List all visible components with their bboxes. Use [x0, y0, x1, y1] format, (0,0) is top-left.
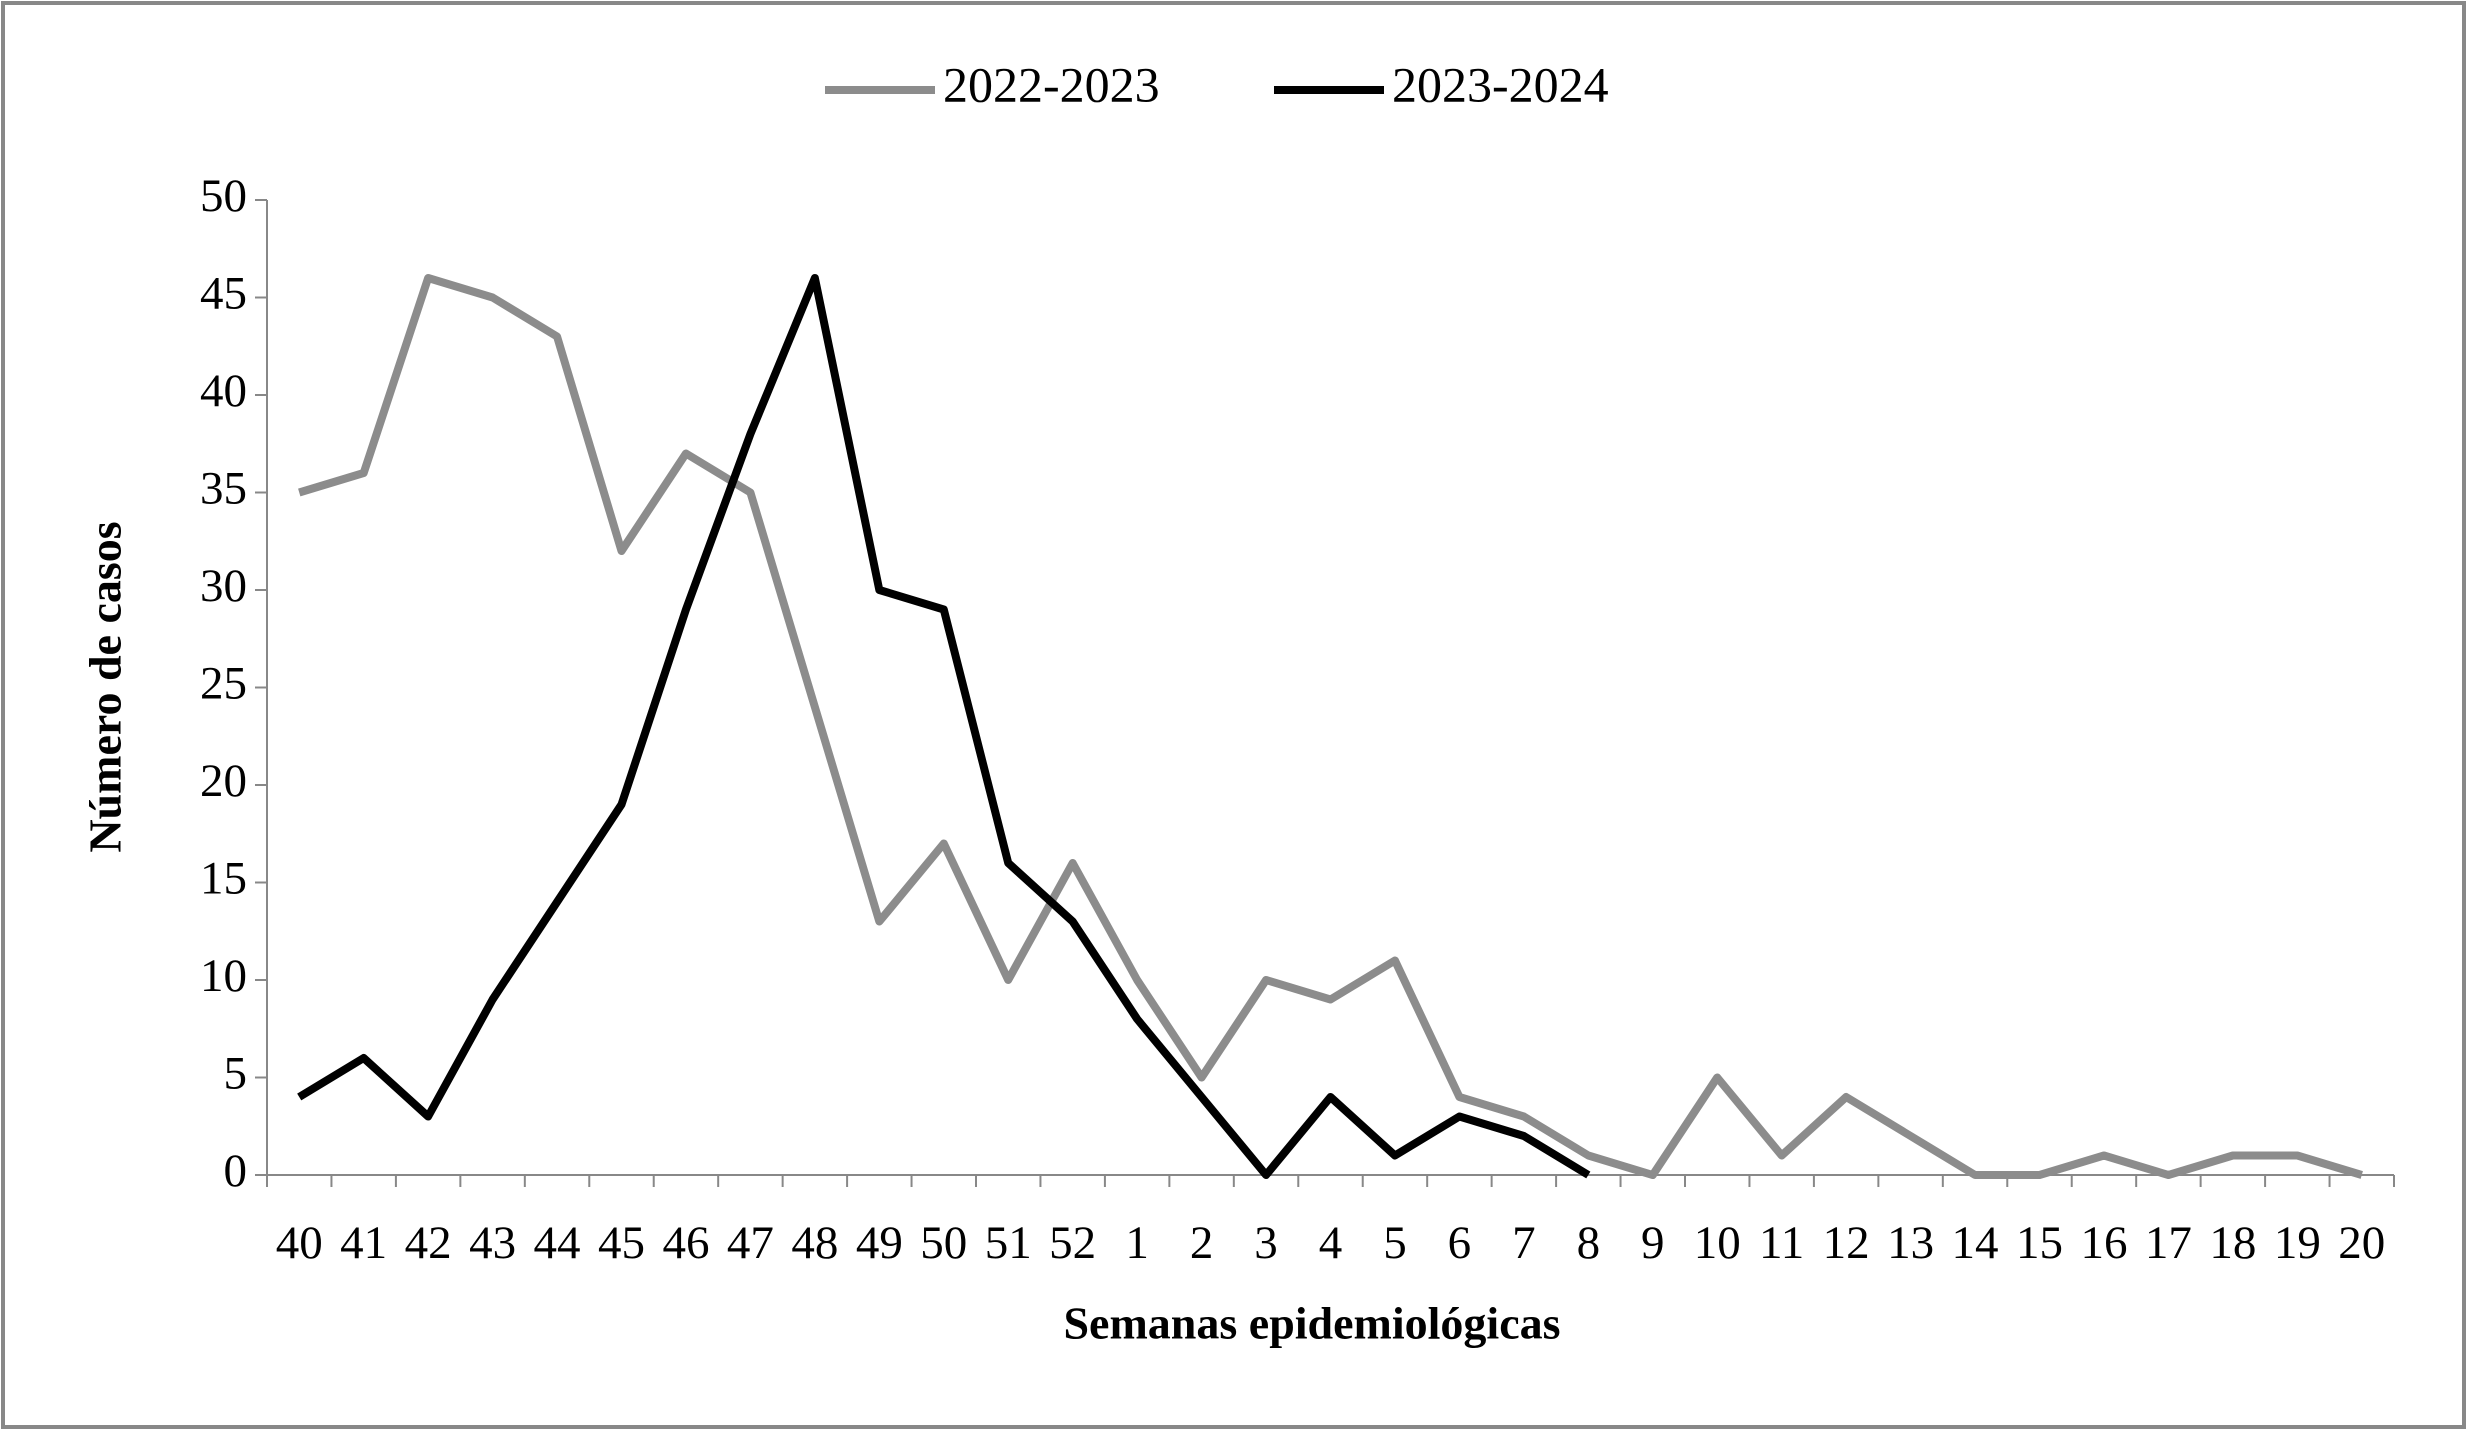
- x-tick-label: 14: [1952, 1217, 1999, 1269]
- x-tick-label: 41: [340, 1217, 387, 1269]
- y-tick-label: 45: [200, 267, 247, 319]
- x-tick-label: 4: [1319, 1217, 1343, 1269]
- x-tick-label: 1: [1125, 1217, 1149, 1269]
- x-tick-label: 8: [1577, 1217, 1601, 1269]
- x-tick-label: 49: [856, 1217, 903, 1269]
- x-axis-title: Semanas epidemiológicas: [1063, 1298, 1560, 1349]
- x-tick-label: 5: [1383, 1217, 1407, 1269]
- x-tick-label: 15: [2016, 1217, 2063, 1269]
- y-tick-label: 20: [200, 755, 247, 807]
- y-tick-label: 0: [224, 1145, 248, 1197]
- x-tick-label: 48: [791, 1217, 838, 1269]
- x-tick-label: 11: [1759, 1217, 1804, 1269]
- legend-label: 2023-2024: [1392, 56, 1609, 112]
- x-tick-label: 46: [662, 1217, 709, 1269]
- x-tick-label: 19: [2274, 1217, 2321, 1269]
- series-line: [298, 274, 2363, 1179]
- x-tick-label: 17: [2145, 1217, 2192, 1269]
- y-tick-label: 25: [200, 657, 247, 709]
- x-tick-label: 44: [534, 1217, 581, 1269]
- x-tick-label: 2: [1190, 1217, 1214, 1269]
- y-tick-label: 10: [200, 950, 247, 1002]
- legend-label: 2022-2023: [943, 56, 1160, 112]
- x-tick-label: 47: [727, 1217, 774, 1269]
- y-tick-label: 35: [200, 462, 247, 514]
- y-tick-label: 40: [200, 365, 247, 417]
- x-tick-label: 50: [920, 1217, 967, 1269]
- series-line: [297, 274, 1591, 1179]
- x-tick-label: 9: [1641, 1217, 1665, 1269]
- x-tick-label: 10: [1694, 1217, 1741, 1269]
- y-axis-title: Número de casos: [80, 521, 131, 852]
- x-tick-label: 12: [1823, 1217, 1870, 1269]
- x-tick-label: 7: [1512, 1217, 1536, 1269]
- x-tick-label: 16: [2080, 1217, 2127, 1269]
- x-tick-label: 18: [2209, 1217, 2256, 1269]
- x-tick-label: 3: [1254, 1217, 1278, 1269]
- y-tick-label: 50: [200, 170, 247, 222]
- y-tick-label: 30: [200, 560, 247, 612]
- x-tick-label: 42: [405, 1217, 452, 1269]
- y-tick-label: 15: [200, 852, 247, 904]
- x-tick-label: 51: [985, 1217, 1032, 1269]
- x-tick-label: 40: [276, 1217, 323, 1269]
- x-tick-label: 43: [469, 1217, 516, 1269]
- x-tick-label: 6: [1448, 1217, 1472, 1269]
- x-tick-label: 13: [1887, 1217, 1934, 1269]
- y-tick-label: 5: [224, 1047, 248, 1099]
- x-tick-label: 52: [1049, 1217, 1096, 1269]
- x-tick-label: 45: [598, 1217, 645, 1269]
- x-tick-label: 20: [2338, 1217, 2385, 1269]
